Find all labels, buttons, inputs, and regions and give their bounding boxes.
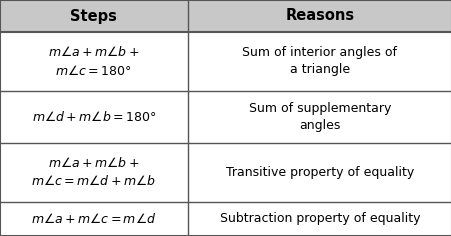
Text: Steps: Steps bbox=[70, 8, 117, 24]
Text: Transitive property of equality: Transitive property of equality bbox=[225, 166, 413, 179]
Text: $m\angle a + m\angle b +$
$m\angle c = m\angle d + m\angle b$: $m\angle a + m\angle b +$ $m\angle c = m… bbox=[31, 156, 156, 188]
Text: $m\angle a + m\angle c = m\angle d$: $m\angle a + m\angle c = m\angle d$ bbox=[31, 212, 156, 226]
Text: $m\angle a + m\angle b +$
$m\angle c = 180°$: $m\angle a + m\angle b +$ $m\angle c = 1… bbox=[48, 45, 139, 78]
Bar bbox=[0, 0, 451, 32]
Bar bbox=[0, 202, 451, 236]
Text: Sum of interior angles of
a triangle: Sum of interior angles of a triangle bbox=[242, 46, 396, 76]
Text: $m\angle d + m\angle b = 180°$: $m\angle d + m\angle b = 180°$ bbox=[32, 110, 156, 124]
Text: Sum of supplementary
angles: Sum of supplementary angles bbox=[248, 102, 390, 132]
Bar bbox=[0, 91, 451, 143]
Bar bbox=[0, 143, 451, 202]
Bar bbox=[0, 32, 451, 91]
Text: Reasons: Reasons bbox=[285, 8, 354, 24]
Text: Subtraction property of equality: Subtraction property of equality bbox=[219, 212, 419, 225]
